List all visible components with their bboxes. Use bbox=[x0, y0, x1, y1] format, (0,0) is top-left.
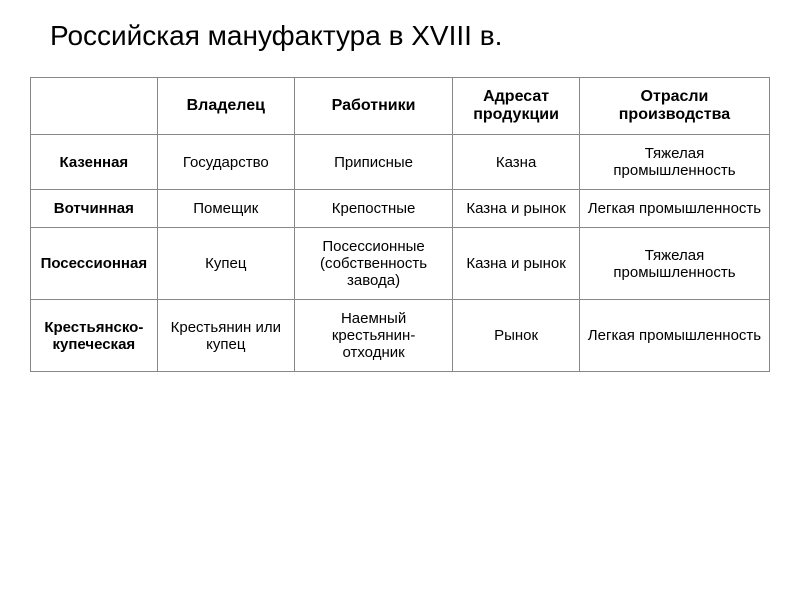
cell-type: Вотчинная bbox=[31, 190, 158, 228]
cell-type: Казенная bbox=[31, 135, 158, 190]
header-workers: Работники bbox=[294, 78, 452, 135]
cell-owner: Купец bbox=[157, 228, 294, 300]
table-row: Казенная Государство Приписные Казна Тяж… bbox=[31, 135, 770, 190]
cell-workers: Наемный крестьянин-отходник bbox=[294, 300, 452, 372]
cell-workers: Приписные bbox=[294, 135, 452, 190]
cell-workers: Посессионные (собственность завода) bbox=[294, 228, 452, 300]
header-industry: Отрасли производства bbox=[579, 78, 769, 135]
table-row: Вотчинная Помещик Крепостные Казна и рын… bbox=[31, 190, 770, 228]
header-owner: Владелец bbox=[157, 78, 294, 135]
cell-recipient: Казна и рынок bbox=[453, 228, 580, 300]
cell-industry: Тяжелая промышленность bbox=[579, 228, 769, 300]
manufactory-table: Владелец Работники Адресат продукции Отр… bbox=[30, 77, 770, 372]
cell-recipient: Казна bbox=[453, 135, 580, 190]
header-recipient: Адресат продукции bbox=[453, 78, 580, 135]
table-row: Посессионная Купец Посессионные (собстве… bbox=[31, 228, 770, 300]
cell-workers: Крепостные bbox=[294, 190, 452, 228]
page-title: Российская мануфактура в XVIII в. bbox=[50, 20, 770, 52]
cell-type: Крестьянско-купеческая bbox=[31, 300, 158, 372]
table-row: Крестьянско-купеческая Крестьянин или ку… bbox=[31, 300, 770, 372]
cell-recipient: Казна и рынок bbox=[453, 190, 580, 228]
cell-owner: Государство bbox=[157, 135, 294, 190]
cell-industry: Легкая промышленность bbox=[579, 300, 769, 372]
cell-owner: Крестьянин или купец bbox=[157, 300, 294, 372]
header-type bbox=[31, 78, 158, 135]
cell-industry: Легкая промышленность bbox=[579, 190, 769, 228]
cell-industry: Тяжелая промышленность bbox=[579, 135, 769, 190]
cell-owner: Помещик bbox=[157, 190, 294, 228]
cell-recipient: Рынок bbox=[453, 300, 580, 372]
cell-type: Посессионная bbox=[31, 228, 158, 300]
table-header-row: Владелец Работники Адресат продукции Отр… bbox=[31, 78, 770, 135]
